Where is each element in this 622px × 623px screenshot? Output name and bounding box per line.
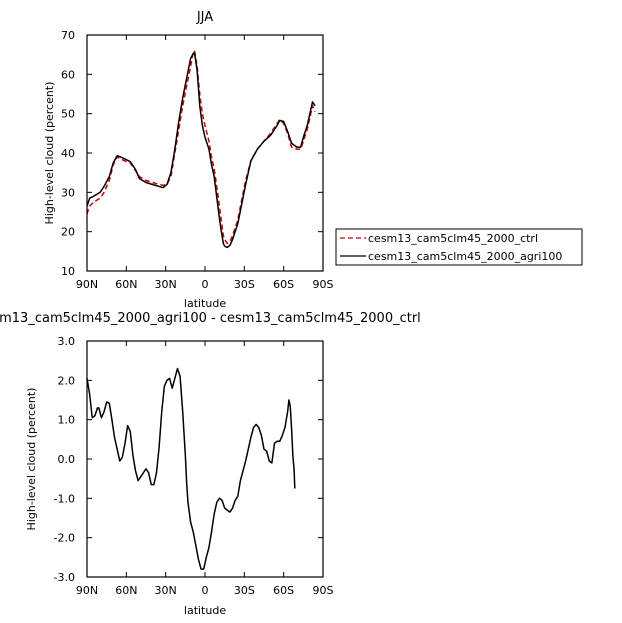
y-tick-label: 60 <box>61 68 75 81</box>
bottom-y-ticks: -3.0 -2.0 -1.0 0.0 1.0 2.0 3.0 <box>54 335 323 584</box>
top-plot-frame <box>86 34 324 272</box>
x-tick-label: 30N <box>155 584 177 597</box>
top-chart-title: JJA <box>196 10 213 25</box>
y-tick-label: 20 <box>61 226 75 239</box>
y-tick-label: 50 <box>61 108 75 121</box>
top-series-line-1 <box>86 51 316 249</box>
bottom-x-ticks: 90N 60N 30N 0 30S 60S 90S <box>76 341 334 597</box>
legend-ctrl-label: cesm13_cam5clm45_2000_ctrl <box>368 232 538 245</box>
x-tick-label: 0 <box>202 278 209 291</box>
top-y-axis-label: High-level cloud (percent) <box>43 82 56 225</box>
x-tick-label: 0 <box>202 584 209 597</box>
y-tick-label: -1.0 <box>54 492 75 505</box>
bottom-panel: cesm13_cam5clm45_2000_agri100 - cesm13_c… <box>0 311 421 617</box>
y-tick-label: 2.0 <box>58 374 76 387</box>
x-tick-label: 30N <box>155 278 177 291</box>
y-tick-label: 10 <box>61 265 75 278</box>
legend-box <box>335 228 583 266</box>
top-x-ticks: 90N 60N 30N 0 30S 60S 90S <box>76 35 334 291</box>
x-tick-label: 60N <box>115 584 137 597</box>
bottom-y-axis-label: High-level cloud (percent) <box>25 388 38 531</box>
bottom-chart-title: cesm13_cam5clm45_2000_agri100 - cesm13_c… <box>0 311 421 326</box>
y-tick-label: 0.0 <box>58 453 76 466</box>
x-tick-label: 90S <box>313 278 334 291</box>
bottom-x-axis-label: latitude <box>184 604 226 617</box>
legend-agri-label: cesm13_cam5clm45_2000_agri100 <box>368 250 562 263</box>
bottom-series-line-0 <box>86 367 296 570</box>
y-tick-label: -2.0 <box>54 532 75 545</box>
top-legend: cesm13_cam5clm45_2000_ctrl cesm13_cam5cl… <box>335 228 583 266</box>
top-panel: JJA 90N 60N 30N 0 30S 60S 90S 10 20 30 40 50 60 70 l… <box>43 10 583 310</box>
y-tick-label: 30 <box>61 186 75 199</box>
top-series-group <box>86 49 316 249</box>
top-x-axis-label: latitude <box>184 297 226 310</box>
x-tick-label: 90S <box>313 584 334 597</box>
x-tick-label: 30S <box>234 278 255 291</box>
x-tick-label: 60S <box>273 278 294 291</box>
x-tick-label: 90N <box>76 278 98 291</box>
y-tick-label: 40 <box>61 147 75 160</box>
x-tick-label: 30S <box>234 584 255 597</box>
y-tick-label: 70 <box>61 29 75 42</box>
y-tick-label: -3.0 <box>54 571 75 584</box>
bottom-plot-frame <box>86 340 324 578</box>
top-y-ticks: 10 20 30 40 50 60 70 <box>61 29 323 278</box>
x-tick-label: 60S <box>273 584 294 597</box>
y-tick-label: 1.0 <box>58 414 76 427</box>
y-tick-label: 3.0 <box>58 335 76 348</box>
top-series-line-0 <box>86 49 316 245</box>
x-tick-label: 60N <box>115 278 137 291</box>
bottom-series-group <box>86 367 296 570</box>
x-tick-label: 90N <box>76 584 98 597</box>
